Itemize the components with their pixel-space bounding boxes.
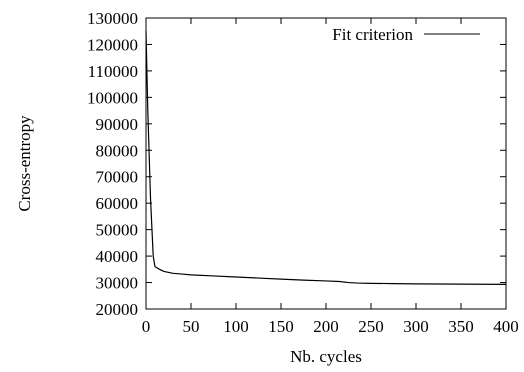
- y-tick-label-100000: 100000: [87, 88, 138, 107]
- series-line-fit-criterion: [145, 31, 507, 285]
- series-layer: [145, 31, 507, 285]
- x-axis-title: Nb. cycles: [290, 347, 362, 366]
- y-axis-title: Cross-entropy: [15, 115, 34, 212]
- y-tick-label-50000: 50000: [96, 221, 139, 240]
- plot-frame-group: [145, 17, 507, 310]
- y-tick-label-130000: 130000: [87, 9, 138, 28]
- y-tick-label-70000: 70000: [96, 168, 139, 187]
- x-tick-label-400: 400: [493, 317, 519, 336]
- y-tick-label-40000: 40000: [96, 247, 139, 266]
- plot-frame: [145, 17, 507, 310]
- y-tick-label-60000: 60000: [96, 194, 139, 213]
- x-tick-label-100: 100: [223, 317, 249, 336]
- legend: Fit criterion: [332, 25, 480, 44]
- y-tick-label-110000: 110000: [88, 62, 138, 81]
- y-tick-label-80000: 80000: [96, 141, 139, 160]
- y-tick-label-90000: 90000: [96, 115, 139, 134]
- x-tick-label-300: 300: [403, 317, 429, 336]
- y-tick-label-30000: 30000: [96, 274, 139, 293]
- y-tick-label-20000: 20000: [96, 300, 139, 319]
- y-tick-label-120000: 120000: [87, 35, 138, 54]
- x-tick-label-200: 200: [313, 317, 339, 336]
- legend-label-fit-criterion: Fit criterion: [332, 25, 413, 44]
- y-axis-ticks: 20000 30000 40000 50000 60000 70000 80000 90000…: [87, 9, 506, 319]
- x-tick-label-150: 150: [268, 317, 294, 336]
- x-tick-label-0: 0: [142, 317, 151, 336]
- x-tick-label-50: 50: [183, 317, 200, 336]
- x-tick-label-250: 250: [358, 317, 384, 336]
- x-axis-ticks: 0 50 100 150 200 250 300 350 400: [142, 18, 519, 336]
- x-tick-label-350: 350: [448, 317, 474, 336]
